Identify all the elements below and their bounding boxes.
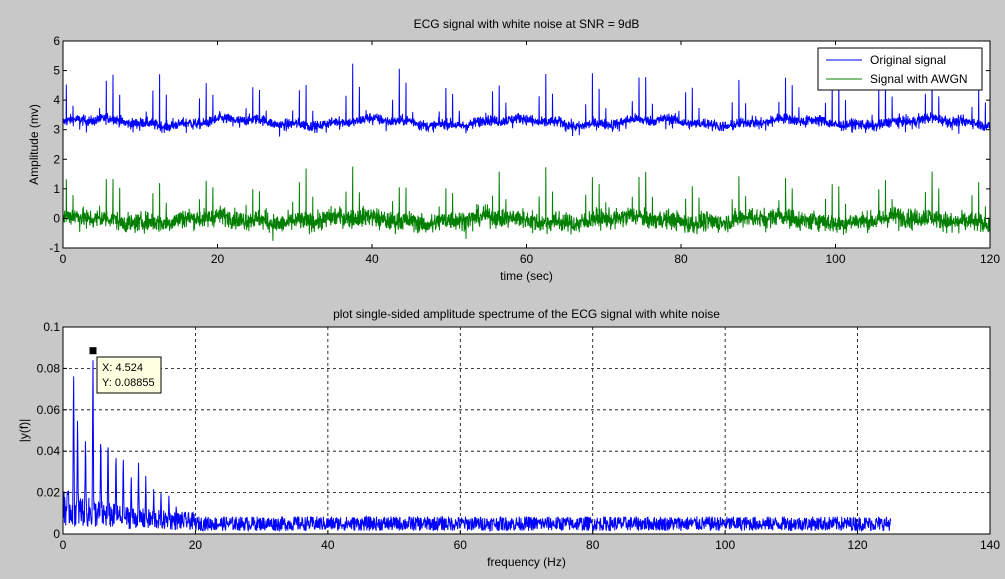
bottom-x-tick-label: 120 <box>848 538 868 552</box>
top-x-tick-label: 60 <box>520 252 534 266</box>
bottom-y-tick-label: 0.04 <box>37 444 61 458</box>
datatip-box <box>96 356 162 394</box>
top-chart-title: ECG signal with white noise at SNR = 9dB <box>414 17 640 31</box>
legend-box <box>817 47 983 91</box>
top-x-tick-label: 40 <box>365 252 379 266</box>
bottom-x-tick-label: 140 <box>980 538 1000 552</box>
bottom-series-group <box>63 360 892 533</box>
bottom-axes-frame <box>62 326 991 535</box>
bottom-x-axis-label: frequency (Hz) <box>487 555 566 569</box>
top-series-line-original <box>63 63 990 137</box>
top-y-tick-label: 5 <box>53 64 60 78</box>
top-y-tick-label: 0 <box>53 211 60 225</box>
datatip[interactable]: X: 4.524 Y: 0.08855 <box>89 347 162 394</box>
legend-label-original: Original signal <box>870 53 946 67</box>
bottom-ticks-group: 0 20 40 60 80 100 120 140 0 0.02 0.04 0.06 0.08 0.1 <box>37 320 1001 552</box>
bottom-x-tick-label: 40 <box>321 538 335 552</box>
top-series-line-noisy <box>63 166 990 241</box>
datatip-marker[interactable] <box>89 347 97 355</box>
top-x-tick-label: 80 <box>674 252 688 266</box>
top-y-tick-label: 3 <box>53 123 60 137</box>
top-series-group <box>63 63 990 241</box>
bottom-x-tick-label: 100 <box>715 538 735 552</box>
bottom-y-tick-label: 0.06 <box>37 403 61 417</box>
top-y-tick-label: 2 <box>53 152 60 166</box>
bottom-x-tick-label: 60 <box>454 538 468 552</box>
bottom-y-tick-label: 0.08 <box>37 361 61 375</box>
bottom-chart-title: plot single-sided amplitude spectrume of… <box>333 307 720 321</box>
bottom-series-line-spectrum <box>63 360 892 533</box>
legend[interactable]: Original signal Signal with AWGN <box>817 47 983 91</box>
top-x-tick-label: 20 <box>211 252 225 266</box>
top-x-tick-label: 120 <box>980 252 1000 266</box>
legend-label-noisy: Signal with AWGN <box>870 72 968 86</box>
top-y-tick-label: 6 <box>53 34 60 48</box>
datatip-y-label: Y: 0.08855 <box>102 377 155 389</box>
bottom-axes[interactable]: 0 20 40 60 80 100 120 140 0 0.02 0.04 0.06 0.08 0.1 p… <box>17 307 1000 569</box>
bottom-x-tick-label: 80 <box>586 538 600 552</box>
top-x-tick-label: 0 <box>60 252 67 266</box>
top-x-tick-label: 100 <box>825 252 845 266</box>
top-y-tick-label: 1 <box>53 182 60 196</box>
top-y-axis-label: Amplitude (mv) <box>27 104 41 185</box>
bottom-y-axis-label: |y(f)| <box>17 419 31 443</box>
bottom-x-tick-label: 20 <box>189 538 203 552</box>
top-x-axis-label: time (sec) <box>500 269 553 283</box>
bottom-y-tick-label: 0 <box>53 527 60 541</box>
datatip-x-label: X: 4.524 <box>102 362 143 374</box>
bottom-y-tick-label: 0.1 <box>43 320 60 334</box>
top-y-tick-label: -1 <box>49 241 60 255</box>
bottom-grid-group <box>63 327 990 534</box>
bottom-axes-background <box>63 327 990 534</box>
bottom-x-tick-label: 0 <box>60 538 67 552</box>
bottom-y-tick-label: 0.02 <box>37 486 61 500</box>
top-y-tick-label: 4 <box>53 93 60 107</box>
